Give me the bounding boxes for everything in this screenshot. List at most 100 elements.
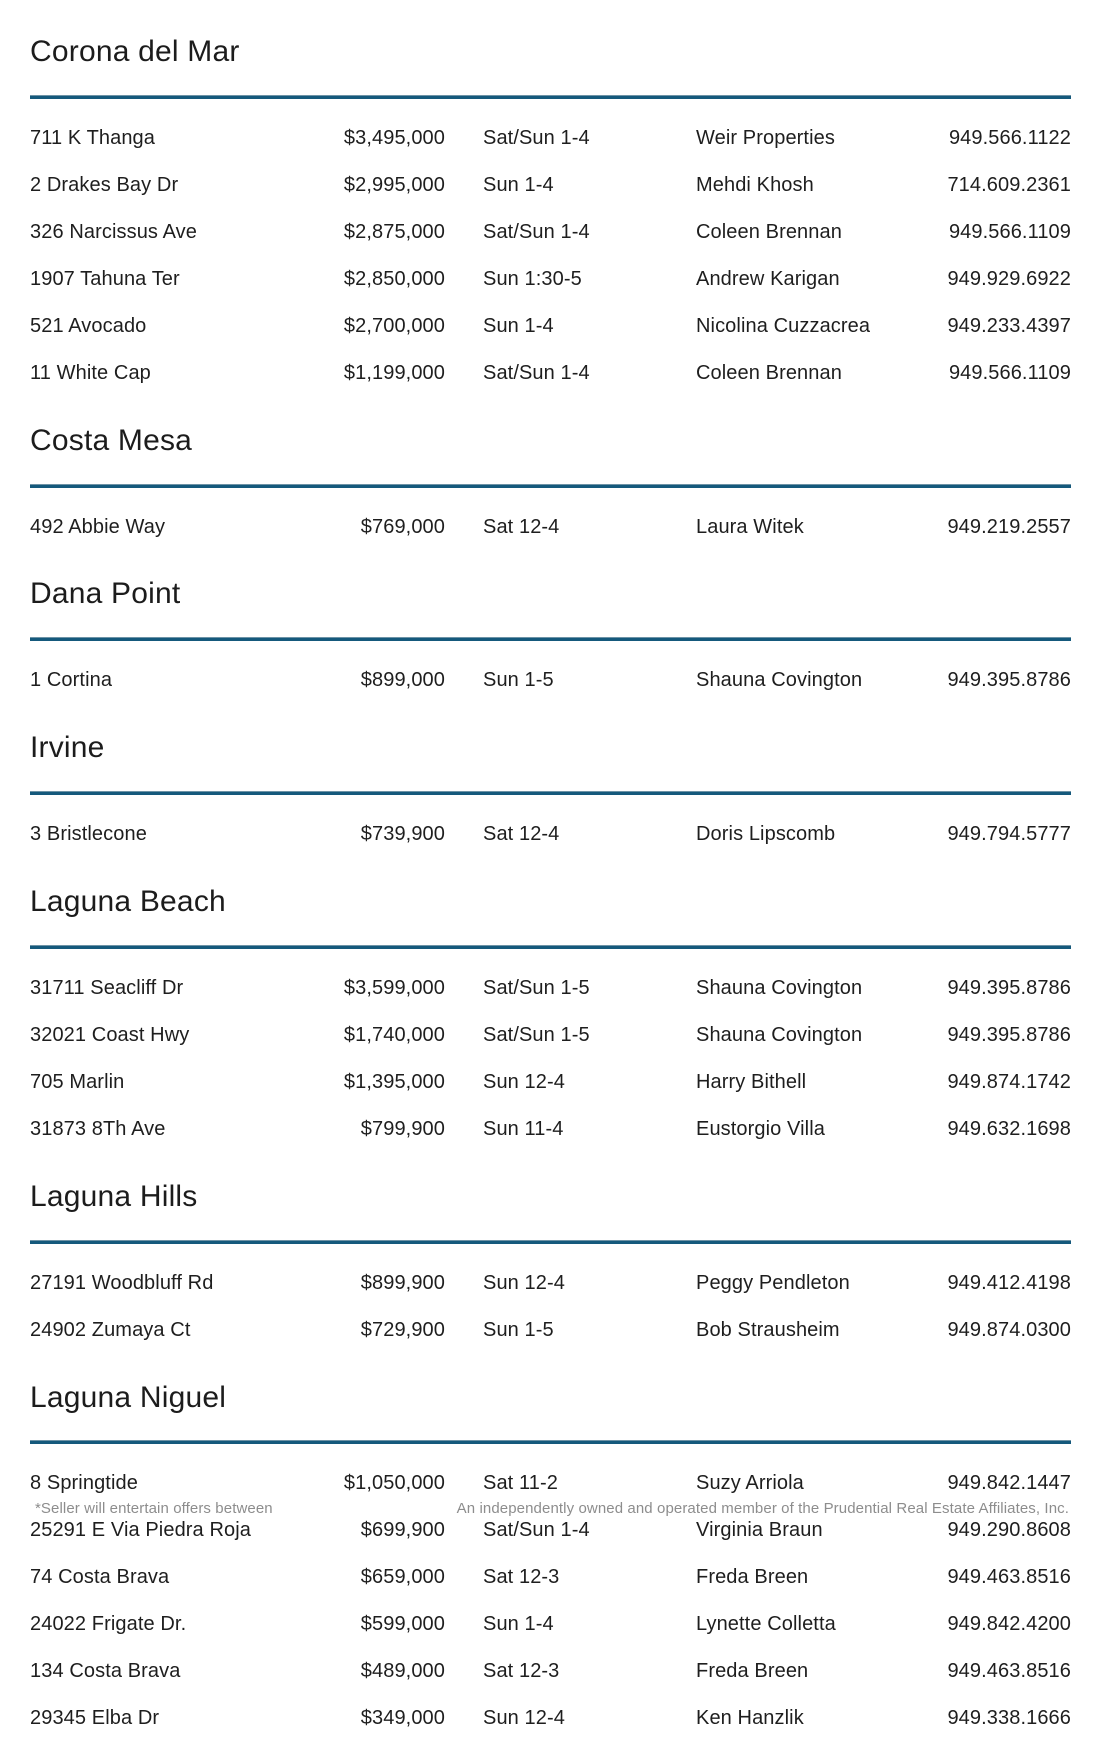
open-house-time: Sat/Sun 1-4 — [483, 361, 590, 384]
agent-phone: 949.842.1447 — [947, 1472, 1071, 1495]
listing-row: 32021 Coast Hwy $1,740,000 Sat/Sun 1-5 S… — [30, 1012, 1071, 1059]
listing-address: 31873 8Th Ave — [30, 1117, 166, 1140]
listing-price: $2,850,000 — [343, 267, 445, 290]
city-sections: Corona del Mar 711 K Thanga $3,495,000 S… — [30, 33, 1071, 1742]
listing-row: 2 Drakes Bay Dr $2,995,000 Sun 1-4 Mehdi… — [30, 162, 1071, 209]
prudential-affiliate-disclaimer: An independently owned and operated memb… — [456, 1500, 1069, 1517]
listing-agent: Doris Lipscomb — [696, 823, 836, 846]
open-house-time: Sun 12-4 — [483, 1070, 565, 1093]
listing-address: 1907 Tahuna Ter — [30, 267, 180, 290]
listing-address: 31711 Seacliff Dr — [30, 976, 184, 999]
open-house-time: Sat 12-3 — [483, 1566, 560, 1589]
listing-agent: Harry Bithell — [696, 1070, 807, 1093]
agent-phone: 949.219.2557 — [947, 515, 1071, 538]
listing-address: 24022 Frigate Dr. — [30, 1613, 187, 1636]
listing-agent: Coleen Brennan — [696, 220, 842, 243]
listing-price: $2,875,000 — [343, 220, 445, 243]
listing-agent: Nicolina Cuzzacrea — [696, 314, 871, 337]
listing-agent: Weir Properties — [696, 126, 835, 149]
open-house-time: Sun 1-5 — [483, 669, 554, 692]
listing-price: $699,900 — [360, 1519, 445, 1542]
listing-rows: 8 Springtide $1,050,000 Sat 11-2 Suzy Ar… — [30, 1444, 1071, 1742]
listing-price: $1,199,000 — [343, 361, 445, 384]
listing-agent: Bob Strausheim — [696, 1318, 840, 1341]
listing-row: 711 K Thanga $3,495,000 Sat/Sun 1-4 Weir… — [30, 115, 1071, 162]
listing-price: $739,900 — [360, 823, 445, 846]
open-house-time: Sat 12-3 — [483, 1660, 560, 1683]
listing-price: $659,000 — [360, 1566, 445, 1589]
listing-price: $799,900 — [360, 1117, 445, 1140]
city-heading: Costa Mesa — [30, 423, 193, 457]
listing-rows: 27191 Woodbluff Rd $899,900 Sun 12-4 Peg… — [30, 1244, 1071, 1354]
listing-agent: Virginia Braun — [696, 1519, 823, 1542]
listing-address: 25291 E Via Piedra Roja — [30, 1519, 251, 1542]
open-house-time: Sat 12-4 — [483, 823, 560, 846]
agent-phone: 949.395.8786 — [947, 1023, 1071, 1046]
listing-agent: Ken Hanzlik — [696, 1707, 804, 1730]
listing-address: 1 Cortina — [30, 669, 113, 692]
listing-row: 492 Abbie Way $769,000 Sat 12-4 Laura Wi… — [30, 504, 1071, 551]
listing-address: 32021 Coast Hwy — [30, 1023, 190, 1046]
listing-price: $489,000 — [360, 1660, 445, 1683]
listing-price: $769,000 — [360, 515, 445, 538]
listing-address: 24902 Zumaya Ct — [30, 1318, 191, 1341]
open-house-time: Sun 12-4 — [483, 1271, 565, 1294]
agent-phone: 714.609.2361 — [947, 173, 1071, 196]
listing-price: $349,000 — [360, 1707, 445, 1730]
agent-phone: 949.794.5777 — [947, 823, 1071, 846]
agent-phone: 949.290.8608 — [947, 1519, 1071, 1542]
listing-agent: Shauna Covington — [696, 1023, 863, 1046]
open-house-time: Sun 11-4 — [483, 1117, 564, 1140]
section-divider-rule — [30, 94, 1071, 99]
listing-price: $1,740,000 — [343, 1023, 445, 1046]
listing-agent: Lynette Colletta — [696, 1613, 836, 1636]
open-house-time: Sat/Sun 1-4 — [483, 220, 590, 243]
agent-phone: 949.463.8516 — [947, 1566, 1071, 1589]
city-section: Corona del Mar 711 K Thanga $3,495,000 S… — [30, 33, 1071, 397]
listing-agent: Freda Breen — [696, 1566, 809, 1589]
listing-address: 8 Springtide — [30, 1472, 138, 1495]
listing-row: 134 Costa Brava $489,000 Sat 12-3 Freda … — [30, 1648, 1071, 1695]
listing-address: 134 Costa Brava — [30, 1660, 181, 1683]
listing-agent: Shauna Covington — [696, 669, 863, 692]
listing-agent: Peggy Pendleton — [696, 1271, 850, 1294]
listing-price: $3,495,000 — [343, 126, 445, 149]
listing-address: 74 Costa Brava — [30, 1566, 170, 1589]
open-house-time: Sat 12-4 — [483, 515, 560, 538]
listing-row: 11 White Cap $1,199,000 Sat/Sun 1-4 Cole… — [30, 350, 1071, 397]
listing-rows: 492 Abbie Way $769,000 Sat 12-4 Laura Wi… — [30, 488, 1071, 551]
agent-phone: 949.874.1742 — [947, 1070, 1071, 1093]
city-section: Laguna Hills 27191 Woodbluff Rd $899,900… — [30, 1178, 1071, 1354]
agent-phone: 949.874.0300 — [947, 1318, 1071, 1341]
listing-address: 29345 Elba Dr — [30, 1707, 160, 1730]
listing-address: 2 Drakes Bay Dr — [30, 173, 179, 196]
agent-phone: 949.395.8786 — [947, 976, 1071, 999]
agent-phone: 949.412.4198 — [947, 1271, 1071, 1294]
listing-agent: Laura Witek — [696, 515, 804, 538]
listing-address: 11 White Cap — [30, 361, 151, 384]
agent-phone: 949.233.4397 — [947, 314, 1071, 337]
agent-phone: 949.566.1109 — [948, 361, 1071, 384]
listing-address: 326 Narcissus Ave — [30, 220, 197, 243]
open-house-time: Sat/Sun 1-4 — [483, 1519, 590, 1542]
open-house-time: Sun 1-4 — [483, 1613, 554, 1636]
listing-row: 27191 Woodbluff Rd $899,900 Sun 12-4 Peg… — [30, 1260, 1071, 1307]
listing-agent: Mehdi Khosh — [696, 173, 814, 196]
listing-agent: Andrew Karigan — [696, 267, 840, 290]
agent-phone: 949.566.1122 — [948, 126, 1071, 149]
city-heading: Laguna Beach — [30, 885, 226, 919]
listing-address: 711 K Thanga — [30, 126, 156, 149]
listing-agent: Coleen Brennan — [696, 361, 842, 384]
listing-rows: 3 Bristlecone $739,900 Sat 12-4 Doris Li… — [30, 795, 1071, 858]
city-section: Costa Mesa 492 Abbie Way $769,000 Sat 12… — [30, 422, 1071, 551]
listing-row: 29345 Elba Dr $349,000 Sun 12-4 Ken Hanz… — [30, 1695, 1071, 1742]
listing-agent: Eustorgio Villa — [696, 1117, 825, 1140]
listing-address: 3 Bristlecone — [30, 823, 147, 846]
open-house-time: Sat 11-2 — [483, 1472, 558, 1495]
city-heading: Dana Point — [30, 577, 181, 611]
open-house-time: Sun 1:30-5 — [483, 267, 582, 290]
listing-row: 326 Narcissus Ave $2,875,000 Sat/Sun 1-4… — [30, 209, 1071, 256]
listing-rows: 31711 Seacliff Dr $3,599,000 Sat/Sun 1-5… — [30, 949, 1071, 1153]
agent-phone: 949.632.1698 — [947, 1117, 1071, 1140]
section-divider-rule — [30, 791, 1071, 796]
